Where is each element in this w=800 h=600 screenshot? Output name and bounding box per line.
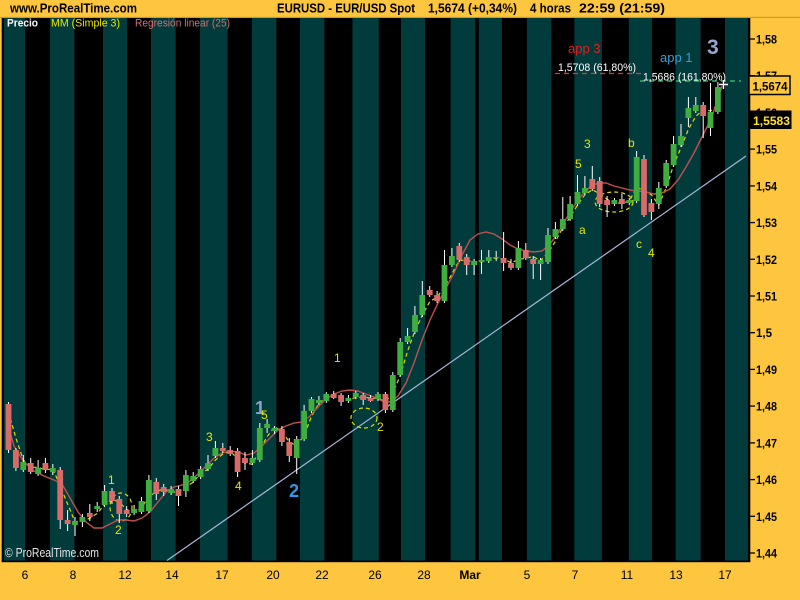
svg-text:1,52: 1,52 — [756, 253, 777, 267]
svg-text:4: 4 — [235, 479, 242, 493]
svg-text:13: 13 — [669, 568, 683, 582]
svg-text:20: 20 — [266, 568, 280, 582]
svg-text:5: 5 — [575, 157, 582, 171]
svg-text:1,58: 1,58 — [756, 33, 777, 47]
svg-text:1,47: 1,47 — [756, 436, 777, 450]
svg-text:Regresión linear (25): Regresión linear (25) — [135, 18, 230, 30]
svg-text:1,53: 1,53 — [756, 216, 777, 230]
svg-text:5: 5 — [261, 408, 268, 422]
svg-text:12: 12 — [118, 568, 132, 582]
svg-text:1: 1 — [108, 473, 115, 487]
svg-text:1,5674: 1,5674 — [753, 80, 788, 94]
svg-text:1,54: 1,54 — [756, 179, 777, 193]
svg-text:4 horas: 4 horas — [530, 1, 571, 16]
svg-text:© ProRealTime.com: © ProRealTime.com — [5, 545, 99, 560]
svg-text:EURUSD - EUR/USD Spot: EURUSD - EUR/USD Spot — [277, 1, 416, 16]
svg-text:17: 17 — [718, 568, 732, 582]
svg-text:1,48: 1,48 — [756, 400, 777, 414]
svg-text:1: 1 — [334, 351, 341, 365]
svg-text:1,49: 1,49 — [756, 363, 777, 377]
svg-text:1,51: 1,51 — [756, 290, 777, 304]
svg-text:2: 2 — [115, 523, 122, 537]
svg-text:Mar: Mar — [459, 568, 481, 582]
svg-text:28: 28 — [417, 568, 431, 582]
svg-text:14: 14 — [165, 568, 179, 582]
svg-text:1,5686 (161,80%): 1,5686 (161,80%) — [643, 72, 726, 84]
svg-text:26: 26 — [368, 568, 382, 582]
svg-text:1,46: 1,46 — [756, 473, 777, 487]
svg-text:2: 2 — [377, 420, 384, 434]
svg-text:8: 8 — [70, 568, 77, 582]
svg-text:app 3: app 3 — [568, 41, 601, 56]
svg-text:22:59 (21:59): 22:59 (21:59) — [579, 1, 665, 16]
svg-text:1: 1 — [255, 398, 265, 418]
svg-text:1,5: 1,5 — [756, 326, 772, 340]
svg-text:MM (Simple 3): MM (Simple 3) — [51, 18, 120, 30]
svg-text:7: 7 — [572, 568, 579, 582]
svg-text:1,55: 1,55 — [756, 143, 777, 157]
svg-text:3: 3 — [206, 430, 213, 444]
svg-text:1,45: 1,45 — [756, 510, 777, 524]
svg-text:1,5674 (+0,34%): 1,5674 (+0,34%) — [428, 1, 517, 16]
svg-text:Precio: Precio — [7, 18, 38, 30]
svg-text:6: 6 — [22, 568, 29, 582]
svg-text:11: 11 — [621, 568, 634, 582]
svg-text:app 1: app 1 — [660, 50, 693, 65]
svg-text:3: 3 — [707, 36, 719, 59]
svg-text:b: b — [628, 136, 635, 150]
svg-text:a: a — [579, 223, 586, 237]
svg-text:1,44: 1,44 — [756, 547, 777, 561]
svg-text:1,5708 (61,80%): 1,5708 (61,80%) — [558, 62, 636, 74]
svg-text:5: 5 — [524, 568, 531, 582]
svg-text:1,5583: 1,5583 — [753, 114, 790, 128]
svg-text:4: 4 — [648, 246, 655, 260]
svg-text:22: 22 — [315, 568, 329, 582]
svg-text:2: 2 — [289, 481, 299, 501]
svg-text:www.ProRealTime.com: www.ProRealTime.com — [9, 1, 137, 16]
svg-text:3: 3 — [584, 137, 591, 151]
svg-text:c: c — [636, 237, 642, 251]
svg-text:17: 17 — [215, 568, 229, 582]
